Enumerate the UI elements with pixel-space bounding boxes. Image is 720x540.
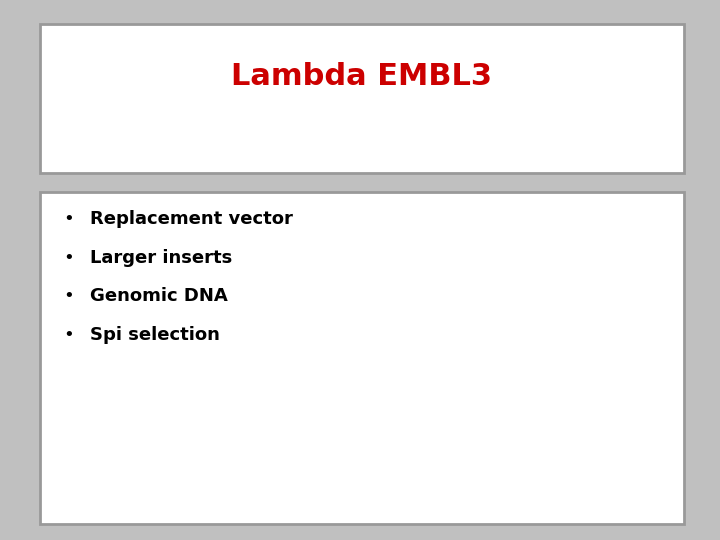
Text: Larger inserts: Larger inserts <box>90 248 233 267</box>
Text: Lambda EMBL3: Lambda EMBL3 <box>231 62 492 91</box>
FancyBboxPatch shape <box>40 192 684 524</box>
Text: •: • <box>63 248 73 267</box>
Text: •: • <box>63 287 73 306</box>
Text: •: • <box>63 210 73 228</box>
Text: •: • <box>63 326 73 345</box>
Text: Genomic DNA: Genomic DNA <box>90 287 228 306</box>
FancyBboxPatch shape <box>40 24 684 173</box>
Text: Replacement vector: Replacement vector <box>90 210 293 228</box>
Text: Spi selection: Spi selection <box>90 326 220 345</box>
